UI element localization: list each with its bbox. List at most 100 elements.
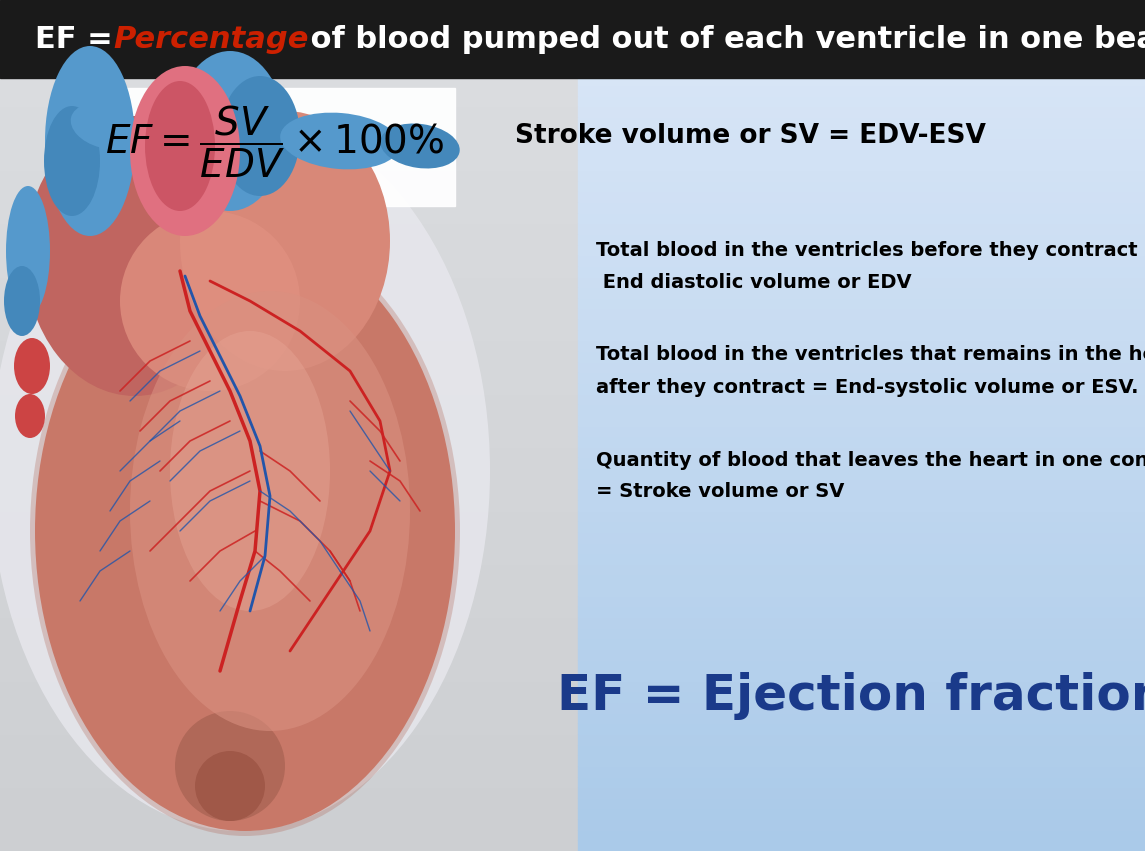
Bar [0,383,578,393]
Bar [578,85,1145,96]
Bar [578,532,1145,543]
Text: EF =: EF = [35,25,124,54]
Bar [578,713,1145,723]
Bar [578,500,1145,511]
Bar [0,713,578,723]
Bar [0,21,578,32]
Bar [0,723,578,734]
Bar [0,564,578,574]
Bar [0,798,578,808]
Bar [0,117,578,128]
Bar [0,362,578,373]
Bar [0,128,578,138]
Ellipse shape [30,226,460,836]
Bar [0,671,578,681]
Bar [0,638,578,648]
Ellipse shape [14,338,50,394]
Text: after they contract = End-systolic volume or ESV.: after they contract = End-systolic volum… [597,378,1139,397]
Bar [578,426,1145,436]
Ellipse shape [220,76,300,196]
Bar [0,75,578,85]
Bar [0,64,578,75]
Bar [578,373,1145,383]
Bar [0,521,578,532]
Bar [0,266,578,277]
Bar [578,660,1145,671]
Bar [0,139,578,149]
Text: $EF = \dfrac{SV}{EDV} \times 100\%$: $EF = \dfrac{SV}{EDV} \times 100\%$ [105,104,444,180]
Bar [578,340,1145,351]
Bar [578,585,1145,596]
Bar [0,404,578,415]
Bar [0,574,578,585]
Bar [578,266,1145,277]
Ellipse shape [380,123,460,168]
Bar [0,787,578,798]
Bar [0,288,578,298]
Bar [578,787,1145,798]
Bar [0,106,578,117]
Bar [0,234,578,245]
Bar [578,766,1145,776]
Text: Percentage: Percentage [113,25,308,54]
Bar [0,213,578,223]
Bar [0,628,578,638]
Bar [0,277,578,288]
Bar [0,478,578,489]
Bar [578,808,1145,819]
Bar [0,393,578,404]
Bar [578,224,1145,234]
Bar [0,830,578,841]
Ellipse shape [175,51,285,211]
Bar [0,543,578,553]
Bar [578,43,1145,53]
Bar [0,11,578,21]
Ellipse shape [169,331,330,611]
Bar [578,628,1145,638]
Bar [0,617,578,628]
Bar [578,139,1145,149]
Text: EF = Ejection fraction: EF = Ejection fraction [556,672,1145,720]
Bar [578,64,1145,75]
Text: Stroke volume or SV = EDV-ESV: Stroke volume or SV = EDV-ESV [514,123,986,149]
Bar [578,319,1145,329]
Bar [95,88,455,206]
Ellipse shape [131,291,410,731]
Bar [0,191,578,203]
Bar [0,468,578,478]
Ellipse shape [15,394,45,438]
Bar [0,585,578,596]
Bar [578,734,1145,745]
Bar [0,648,578,660]
Ellipse shape [195,751,264,821]
Bar [578,543,1145,553]
Bar [0,330,578,340]
Bar [578,160,1145,170]
Bar [578,277,1145,288]
Bar [0,808,578,819]
Bar [0,160,578,170]
Bar [578,213,1145,223]
Bar [0,43,578,53]
Bar [0,532,578,543]
Bar [0,660,578,671]
Bar [578,648,1145,660]
Bar [578,21,1145,32]
Bar [578,191,1145,203]
Bar [0,841,578,851]
Ellipse shape [3,266,40,336]
Bar [578,404,1145,415]
Ellipse shape [45,46,135,236]
Bar [578,521,1145,532]
Bar [0,0,1145,78]
Bar [0,85,578,96]
Text: Total blood in the ventricles that remains in the heart: Total blood in the ventricles that remai… [597,346,1145,364]
Bar [578,106,1145,117]
Bar [578,691,1145,702]
Text: of blood pumped out of each ventricle in one beat: of blood pumped out of each ventricle in… [300,25,1145,54]
Bar [0,436,578,447]
Bar [578,458,1145,468]
Ellipse shape [35,231,455,831]
Bar [0,734,578,745]
Ellipse shape [71,103,140,149]
